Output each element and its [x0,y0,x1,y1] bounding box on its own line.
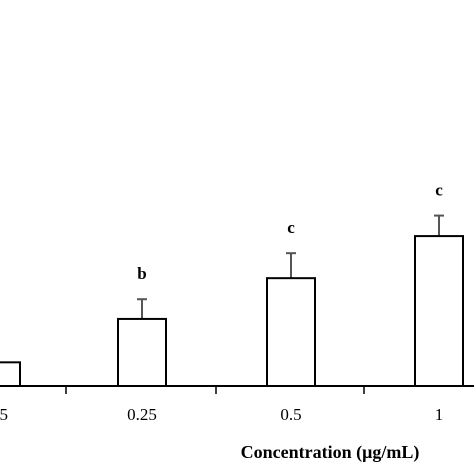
bar [117,317,167,387]
x-tick-label: 0.25 [127,405,157,424]
x-tick-label: 5 [0,405,8,424]
x-axis-title: Concentration (μg/mL) [241,442,420,463]
bar [414,235,464,387]
bars-group: b c c [0,181,464,388]
x-tick-labels-group: 5 0.25 0.5 1 [0,405,443,424]
x-tick-label: 1 [435,405,444,424]
significance-label: c [435,181,443,200]
x-tick-label: 0.5 [280,405,301,424]
significance-label: b [137,264,146,283]
x-ticks-group [65,386,365,394]
bar [0,361,21,387]
bar [266,277,316,388]
significance-label: c [287,218,295,237]
